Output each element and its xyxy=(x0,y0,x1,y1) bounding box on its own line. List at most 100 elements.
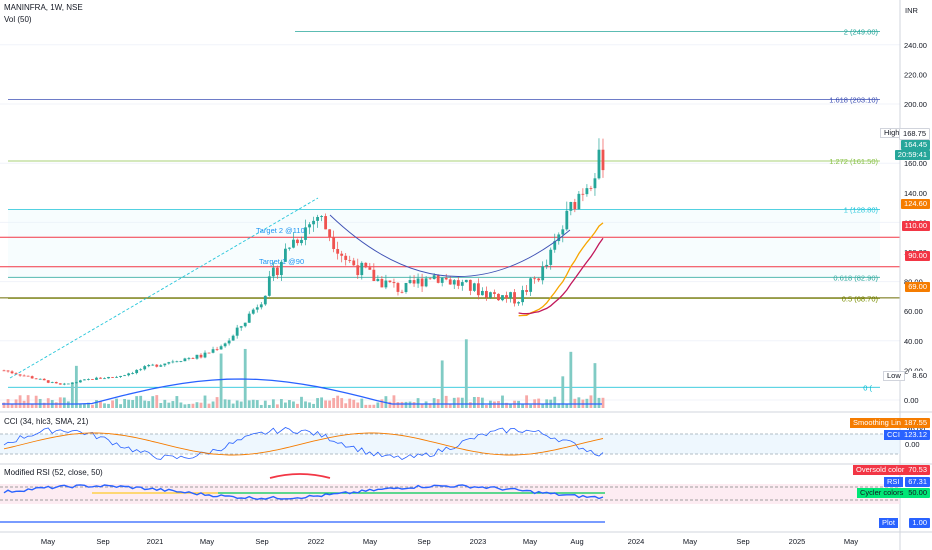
target-2-annotation[interactable]: Target 2 @110 xyxy=(256,226,305,235)
candle-body xyxy=(376,278,380,282)
volume-bar xyxy=(58,397,62,408)
volume-bar xyxy=(408,401,412,408)
rsi-cycler-value: 50.00 xyxy=(905,488,930,498)
candle-body xyxy=(525,290,529,292)
candle-body xyxy=(34,378,38,380)
candle-body xyxy=(304,227,307,240)
time-tick: Sep xyxy=(417,537,430,546)
candle-body xyxy=(392,282,396,284)
volume-bar xyxy=(485,404,488,408)
volume-bar xyxy=(207,403,211,408)
candle-body xyxy=(167,362,171,364)
volume-bar xyxy=(577,397,581,408)
volume-bar xyxy=(91,404,94,408)
candle-body xyxy=(243,322,247,327)
candle-body xyxy=(143,366,147,370)
candle-body xyxy=(10,371,14,374)
fib-zone xyxy=(8,209,880,278)
candle-body xyxy=(436,275,440,283)
level-90-badge: 90.00 xyxy=(905,251,930,261)
time-tick: Sep xyxy=(96,537,109,546)
candle-body xyxy=(493,292,496,294)
volume-bar xyxy=(18,395,22,408)
candle-body xyxy=(472,283,476,291)
rsi-band xyxy=(0,484,900,504)
volume-bar xyxy=(597,397,601,408)
candle-body xyxy=(324,216,328,230)
volume-bar xyxy=(428,403,432,408)
candle-body xyxy=(521,290,524,303)
candle-body xyxy=(151,364,155,366)
volume-bar xyxy=(167,402,171,408)
rsi-title[interactable]: Modified RSI (52, close, 50) xyxy=(4,468,103,477)
level-69-badge: 69.00 xyxy=(905,282,930,292)
fib-label: 2 (249.00) xyxy=(844,27,879,36)
volume-bar xyxy=(259,404,263,408)
candle-body xyxy=(203,352,207,358)
volume-bar xyxy=(95,400,98,408)
rsi-overbought-segment xyxy=(269,473,331,479)
volume-bar xyxy=(480,397,484,408)
volume-bar xyxy=(199,402,203,408)
candle-body xyxy=(468,279,472,291)
volume-bar xyxy=(99,401,102,408)
candle-body xyxy=(26,375,30,377)
countdown-badge: 20:59:41 xyxy=(894,150,930,160)
volume-bar xyxy=(279,399,283,408)
volume-bar xyxy=(263,400,267,408)
volume-bar xyxy=(70,382,74,408)
candle-body xyxy=(199,354,203,358)
candle-body xyxy=(476,283,480,296)
candle-body xyxy=(219,346,223,350)
volume-bar xyxy=(195,402,199,408)
target-trendline xyxy=(9,197,319,379)
candle-body xyxy=(263,295,267,305)
candle-body xyxy=(332,237,336,250)
volume-bar xyxy=(175,396,179,408)
volume-bar xyxy=(247,400,251,408)
candle-body xyxy=(70,383,74,384)
volume-bar xyxy=(464,339,468,408)
target-1-annotation[interactable]: Target 1 @90 xyxy=(259,257,305,266)
volume-bar xyxy=(416,398,420,408)
candle-body xyxy=(99,377,102,379)
candle-body xyxy=(62,383,66,385)
volume-legend[interactable]: Vol (50) xyxy=(4,15,32,24)
candle-body xyxy=(6,370,10,372)
candle-body xyxy=(271,267,275,277)
volume-bar xyxy=(593,363,597,408)
volume-bar xyxy=(589,395,593,408)
candle-body xyxy=(545,264,549,267)
low-value: 8.60 xyxy=(909,371,930,381)
candle-body xyxy=(58,383,62,385)
candle-body xyxy=(569,201,573,211)
cci-title[interactable]: CCI (34, hlc3, SMA, 21) xyxy=(4,417,89,426)
rsi-oversold-value: 70.53 xyxy=(905,465,930,475)
candle-body xyxy=(87,379,90,380)
candle-body xyxy=(412,280,416,284)
candle-body xyxy=(501,295,504,301)
time-tick: Sep xyxy=(255,537,268,546)
candle-body xyxy=(344,255,348,260)
volume-bar xyxy=(2,402,6,408)
candle-body xyxy=(364,262,368,268)
symbol-title[interactable]: MANINFRA, 1W, NSE xyxy=(4,3,83,12)
candle-body xyxy=(50,381,54,383)
rounding-bottom-arc xyxy=(329,214,571,277)
time-tick: May xyxy=(683,537,697,546)
price-tick: 60.00 xyxy=(904,307,923,316)
volume-bar xyxy=(320,397,323,408)
volume-bar xyxy=(396,402,400,408)
volume-bar xyxy=(420,403,424,408)
candle-body xyxy=(328,229,332,238)
volume-bar xyxy=(404,401,408,408)
volume-bar xyxy=(284,402,287,408)
low-label: Low xyxy=(883,371,905,381)
volume-bar xyxy=(336,395,340,408)
volume-bar xyxy=(215,397,219,408)
candle-body xyxy=(187,358,191,359)
price-tick: 140.00 xyxy=(904,189,927,198)
candle-body xyxy=(589,188,593,189)
time-tick: Sep xyxy=(736,537,749,546)
